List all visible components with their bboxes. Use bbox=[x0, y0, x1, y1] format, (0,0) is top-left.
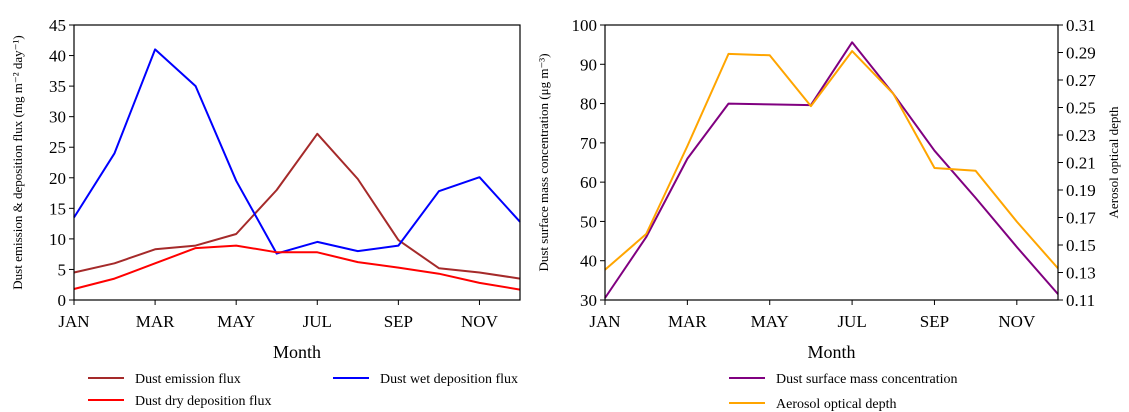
x-tick-label: NOV bbox=[998, 312, 1036, 331]
x-tick-label: SEP bbox=[920, 312, 949, 331]
y-tick-label: 70 bbox=[580, 134, 597, 153]
legend-label: Dust dry deposition flux bbox=[135, 394, 272, 409]
x-tick-label: JAN bbox=[589, 312, 620, 331]
x-tick-label: JUL bbox=[303, 312, 332, 331]
series-line-dust-surface-mass-concentration bbox=[604, 41, 1059, 299]
x-tick-label: SEP bbox=[384, 312, 413, 331]
legend-label: Dust surface mass concentration bbox=[776, 372, 958, 387]
x-tick-label: NOV bbox=[461, 312, 499, 331]
y-tick-label: 30 bbox=[580, 291, 597, 310]
y-right-tick-label: 0.17 bbox=[1066, 209, 1096, 228]
y-right-tick-label: 0.29 bbox=[1066, 44, 1096, 63]
y-right-tick-label: 0.25 bbox=[1066, 99, 1096, 118]
legend-label: Dust wet deposition flux bbox=[380, 372, 518, 387]
plot-frame bbox=[604, 24, 1059, 301]
y-tick-label: 40 bbox=[49, 47, 66, 66]
y-tick-label: 35 bbox=[49, 77, 66, 96]
y-tick-label: 40 bbox=[580, 252, 597, 271]
y-axis-label: Dust surface mass concentration (μg m⁻³) bbox=[536, 53, 551, 271]
y-right-tick-label: 0.21 bbox=[1066, 154, 1096, 173]
legend: Dust emission flux Dust wet deposition fl… bbox=[88, 372, 518, 409]
y-tick-label: 90 bbox=[580, 55, 597, 74]
y-tick-label: 45 bbox=[49, 16, 66, 35]
y-tick-label: 100 bbox=[572, 16, 598, 35]
x-tick-label: MAY bbox=[751, 312, 789, 331]
x-axis-label: Month bbox=[807, 342, 855, 362]
y-right-tick-label: 0.19 bbox=[1066, 181, 1096, 200]
legend-label: Aerosol optical depth bbox=[776, 397, 897, 412]
x-tick-label: MAY bbox=[217, 312, 255, 331]
series-line-dust-dry-deposition-flux bbox=[73, 244, 521, 291]
series-line-aerosol-optical-depth bbox=[604, 50, 1059, 271]
chart-panel-1: 0 5 10 15 20 25 30 35 40 45 JAN MAR MAY JUL SEP NOV Mont… bbox=[10, 16, 521, 409]
y-axis-label: Dust emission & deposition flux (mg m⁻² … bbox=[10, 35, 25, 289]
y-right-tick-label: 0.13 bbox=[1066, 264, 1096, 283]
y-tick-label: 20 bbox=[49, 169, 66, 188]
y-tick-label: 30 bbox=[49, 108, 66, 127]
y-right-tick-label: 0.15 bbox=[1066, 236, 1096, 255]
y-tick-label: 80 bbox=[580, 95, 597, 114]
y-right-axis-label: Aerosol optical depth bbox=[1106, 106, 1121, 218]
y-tick-label: 60 bbox=[580, 173, 597, 192]
series-line-dust-wet-deposition-flux bbox=[73, 48, 521, 255]
y-right-tick-label: 0.11 bbox=[1066, 291, 1095, 310]
legend-label: Dust emission flux bbox=[135, 372, 241, 387]
x-tick-label: JUL bbox=[837, 312, 866, 331]
y-tick-label: 0 bbox=[58, 291, 67, 310]
plot-frame bbox=[73, 24, 521, 301]
x-tick-label: MAR bbox=[668, 312, 707, 331]
series-line-dust-emission-flux bbox=[73, 132, 521, 280]
y-right-tick-label: 0.23 bbox=[1066, 126, 1096, 145]
y-tick-label: 5 bbox=[58, 260, 67, 279]
x-tick-label: MAR bbox=[136, 312, 175, 331]
y-tick-label: 15 bbox=[49, 199, 66, 218]
x-tick-label: JAN bbox=[58, 312, 89, 331]
x-axis-label: Month bbox=[273, 342, 321, 362]
chart-panel-2: 30 40 50 60 70 80 90 100 0.11 0.13 0.15 0.17 0.19 0.2… bbox=[536, 16, 1121, 412]
y-right-tick-label: 0.27 bbox=[1066, 71, 1096, 90]
legend: Dust surface mass concentration Aerosol o… bbox=[729, 372, 958, 412]
y-tick-label: 10 bbox=[49, 230, 66, 249]
y-right-tick-label: 0.31 bbox=[1066, 16, 1096, 35]
y-tick-label: 50 bbox=[580, 212, 597, 231]
y-tick-label: 25 bbox=[49, 138, 66, 157]
